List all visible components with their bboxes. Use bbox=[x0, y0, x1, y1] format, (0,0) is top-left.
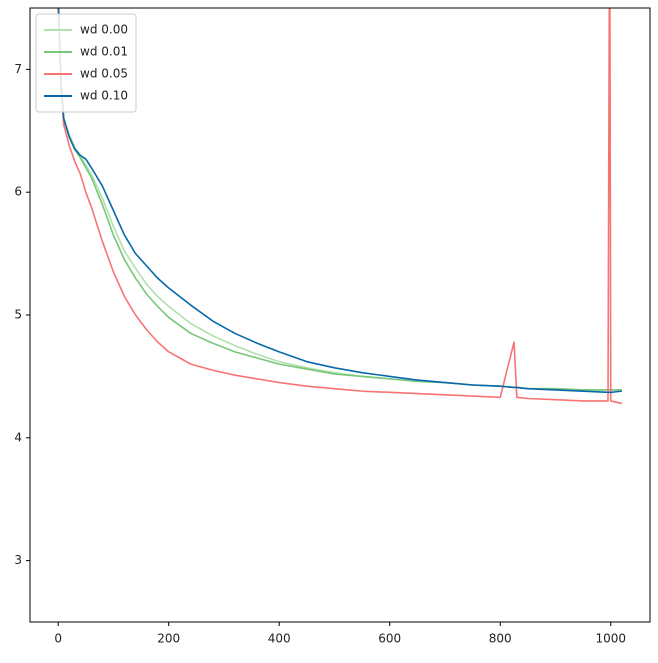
series-line bbox=[57, 8, 622, 405]
y-tick-label: 4 bbox=[14, 430, 22, 444]
plot-area bbox=[57, 8, 622, 405]
x-tick-label: 200 bbox=[157, 632, 180, 646]
y-tick-label: 6 bbox=[14, 185, 22, 199]
x-tick-label: 400 bbox=[268, 632, 291, 646]
y-tick-label: 5 bbox=[14, 308, 22, 322]
y-tick-label: 3 bbox=[14, 553, 22, 567]
x-tick-label: 0 bbox=[54, 632, 62, 646]
series-line bbox=[57, 8, 622, 394]
legend-label: wd 0.05 bbox=[80, 67, 128, 81]
y-tick-label: 7 bbox=[14, 62, 22, 76]
legend-label: wd 0.01 bbox=[80, 45, 128, 59]
legend-label: wd 0.00 bbox=[80, 23, 128, 37]
x-tick-label: 800 bbox=[489, 632, 512, 646]
legend-label: wd 0.10 bbox=[80, 89, 128, 103]
x-tick-label: 1000 bbox=[595, 632, 626, 646]
legend-box bbox=[35, 13, 137, 113]
x-tick-label: 600 bbox=[378, 632, 401, 646]
